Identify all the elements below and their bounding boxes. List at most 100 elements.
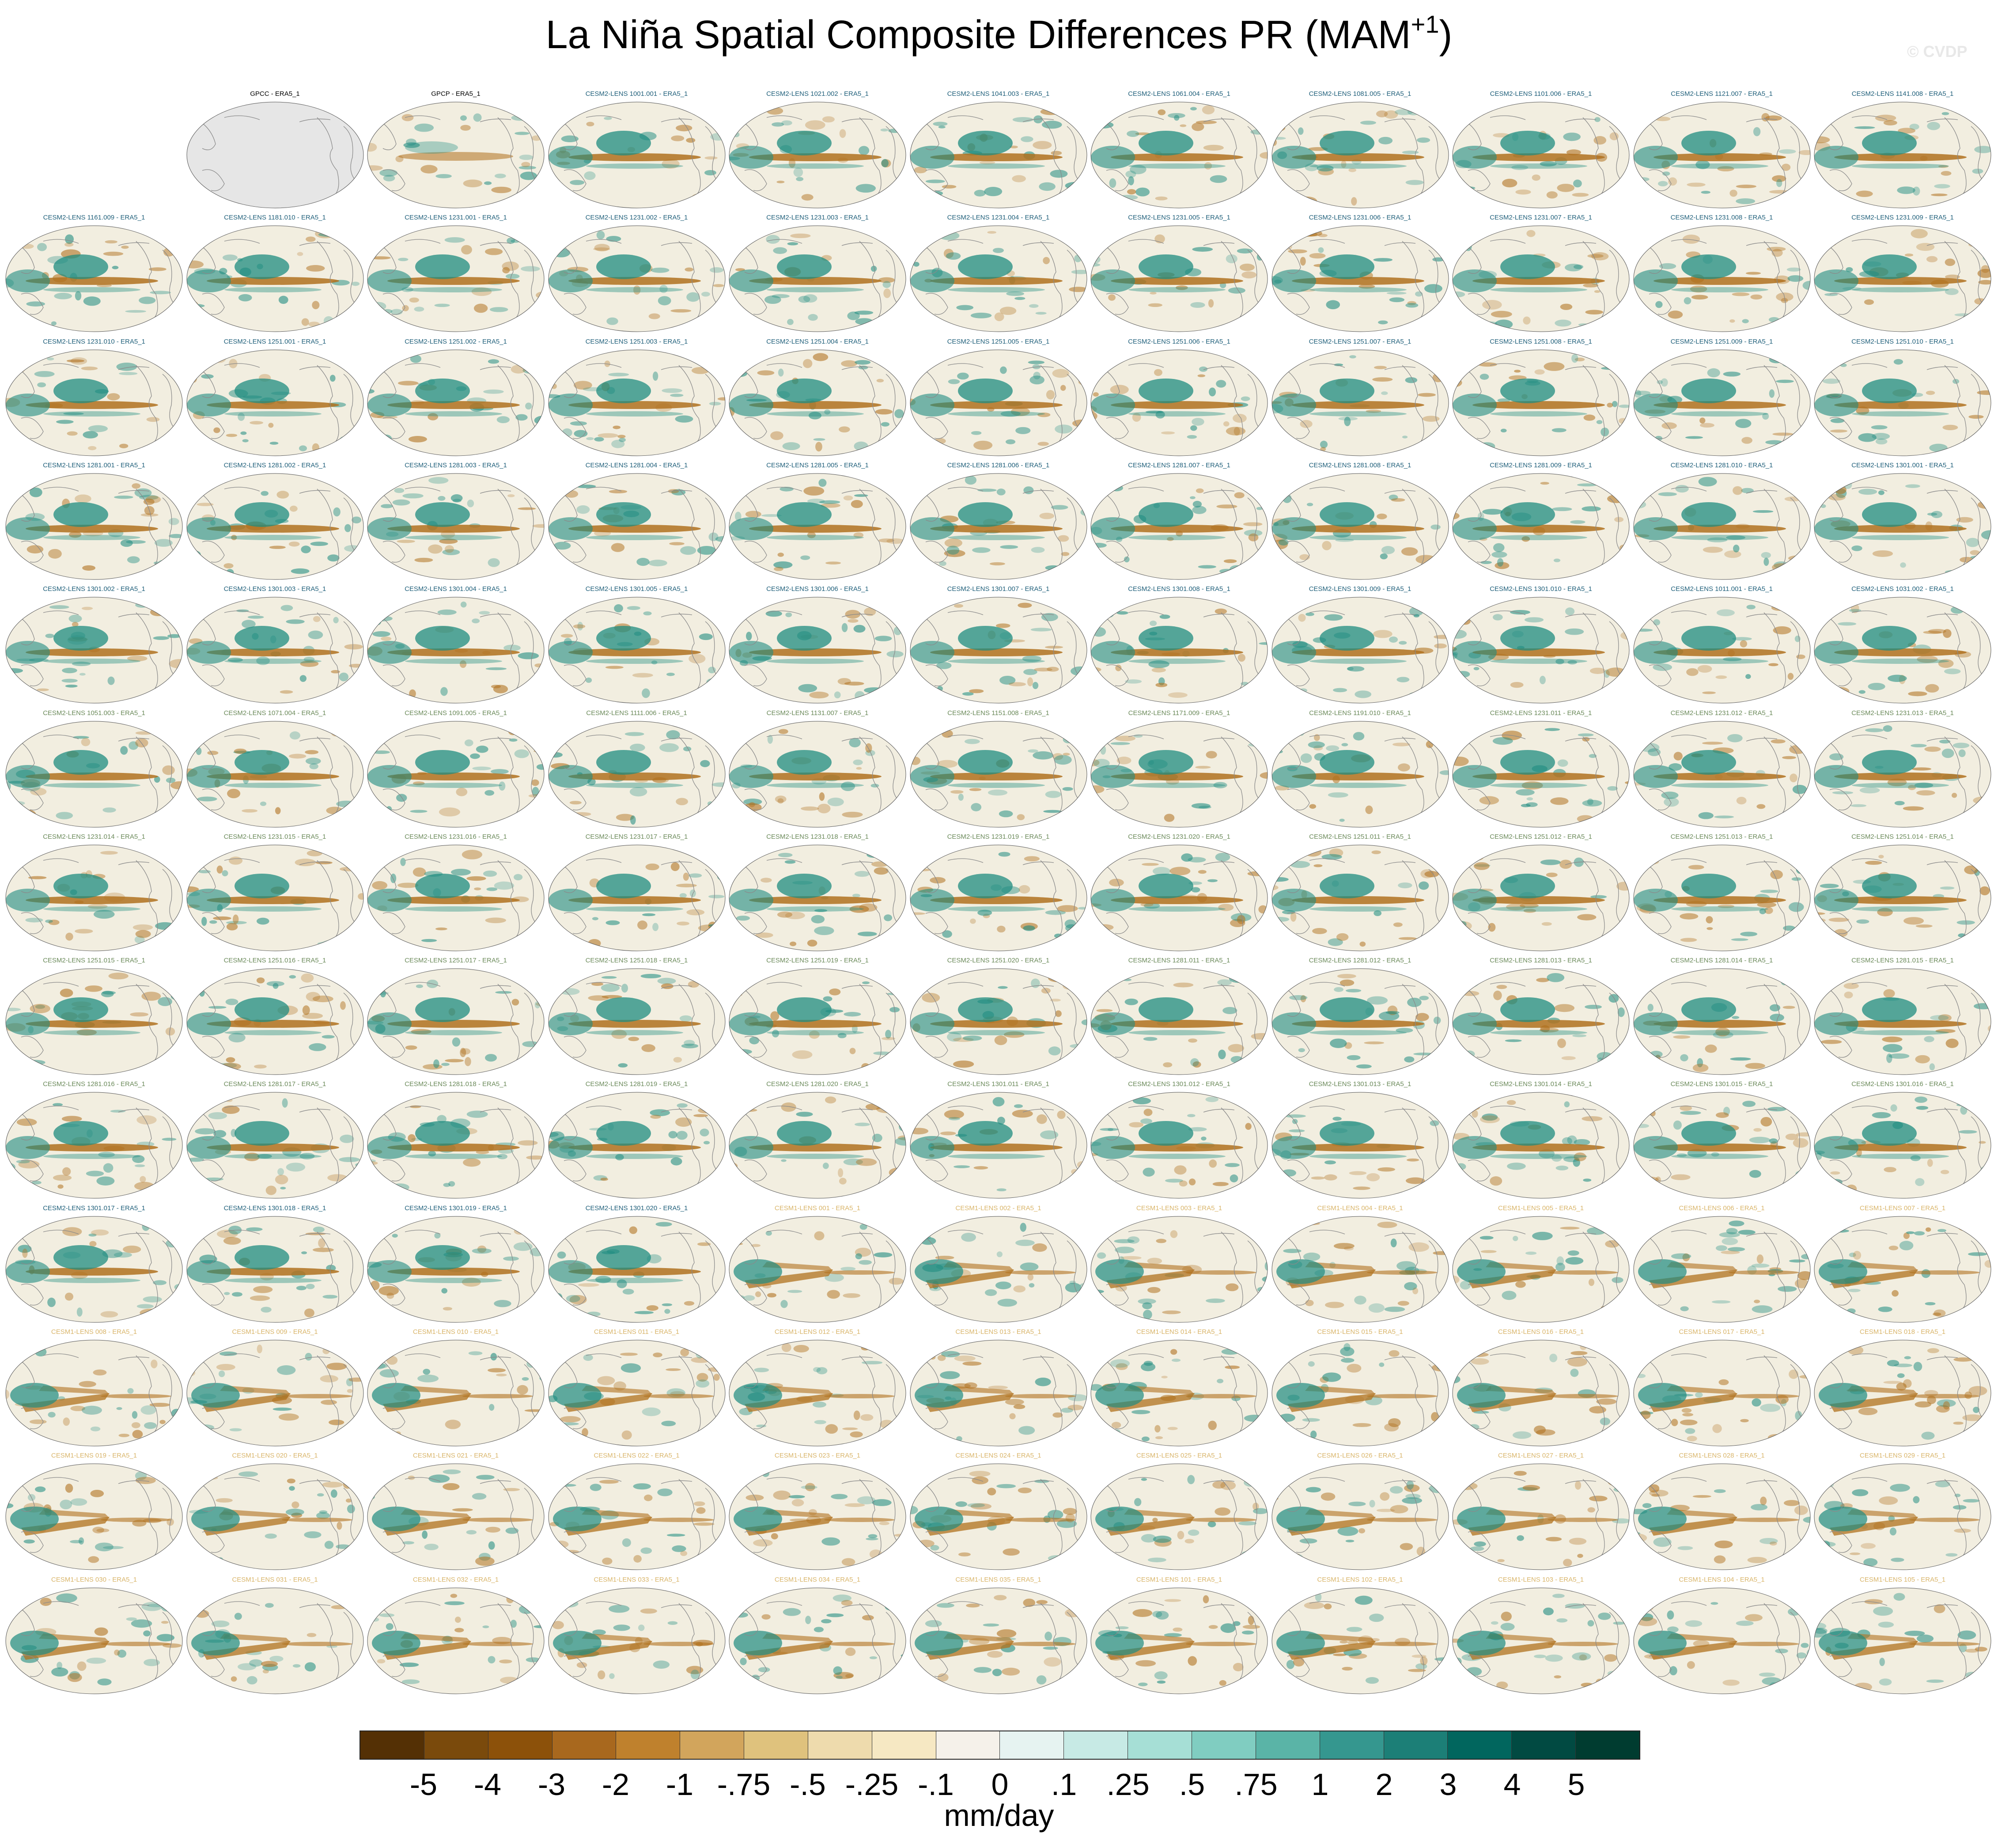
panel-title: CESM2-LENS 1281.001 - ERA5_1: [43, 461, 145, 469]
dry-anomaly: [578, 1283, 599, 1287]
wet-anomaly: [1966, 538, 1979, 547]
dry-anomaly: [755, 1291, 761, 1297]
wet-anomaly: [617, 1063, 628, 1068]
coastline: [1829, 169, 1852, 191]
coastline: [766, 1230, 802, 1235]
dry-anomaly: [713, 982, 725, 986]
coastline: [885, 250, 897, 303]
wet-anomaly: [814, 926, 834, 935]
map-panel: CESM2-LENS 1281.006 - ERA5_1: [908, 460, 1089, 583]
wet-anomaly: [1659, 263, 1676, 269]
coastline: [524, 126, 536, 180]
dry-anomaly: [1523, 909, 1536, 913]
wet-anomaly: [847, 311, 860, 321]
dry-anomaly: [670, 309, 691, 313]
wet-anomaly: [272, 1407, 292, 1411]
dry-anomaly: [886, 538, 905, 544]
dry-anomaly: [1805, 352, 1810, 360]
dry-anomaly: [953, 1060, 974, 1068]
wet-anomaly: [1567, 1250, 1579, 1256]
world-map: [910, 844, 1087, 951]
wet-anomaly: [1854, 126, 1875, 129]
dry-anomaly: [1366, 409, 1381, 413]
wet-anomaly: [154, 776, 160, 783]
atlantic-band: [1186, 1270, 1256, 1275]
map-panel: CESM2-LENS 1151.008 - ERA5_1: [908, 708, 1089, 831]
wet-anomaly: [999, 810, 1013, 817]
south-band-wet: [43, 411, 140, 417]
wet-anomaly: [840, 781, 855, 791]
panel-title: CESM2-LENS 1091.005 - ERA5_1: [405, 709, 507, 717]
dry-anomaly: [288, 754, 306, 758]
dry-anomaly: [929, 1355, 935, 1360]
coastline: [1067, 497, 1078, 551]
wet-anomaly: [1395, 1028, 1413, 1033]
wet-anomaly: [1791, 877, 1801, 881]
wet-anomaly: [72, 662, 91, 666]
coastline: [744, 1284, 767, 1306]
coastline: [118, 242, 150, 246]
map-panel: CESM2-LENS 1181.010 - ERA5_1: [185, 212, 366, 336]
dry-anomaly: [1468, 1352, 1489, 1357]
dry-anomaly: [1256, 612, 1268, 621]
wet-anomaly: [948, 1117, 960, 1121]
coastline: [1671, 115, 1707, 120]
map-outline: [186, 349, 363, 456]
map-panel: CESM1-LENS 003 - ERA5_1: [1089, 1203, 1270, 1326]
maritime-wet: [1453, 393, 1497, 417]
dry-anomaly: [994, 312, 1004, 322]
coastline: [1671, 734, 1707, 739]
dry-anomaly: [1151, 667, 1166, 673]
dry-anomaly: [676, 921, 689, 926]
dry-anomaly: [1432, 1251, 1449, 1255]
wet-anomaly: [1404, 1282, 1417, 1291]
wet-anomaly: [1041, 613, 1058, 621]
wet-anomaly: [1620, 440, 1629, 448]
coastline: [1221, 1355, 1243, 1433]
dry-anomaly: [1856, 406, 1869, 415]
wet-anomaly: [972, 547, 991, 553]
wet-anomaly: [716, 793, 725, 802]
dry-anomaly: [793, 1344, 809, 1353]
dry-anomaly: [1377, 1221, 1397, 1228]
coastline: [1221, 117, 1243, 195]
dry-anomaly: [652, 1352, 662, 1358]
equatorial-dry-band: [1111, 1144, 1243, 1152]
wet-anomaly: [1107, 1128, 1113, 1132]
dry-anomaly: [30, 787, 47, 795]
dry-anomaly: [969, 788, 981, 791]
map-outline: [910, 1340, 1087, 1447]
wet-anomaly: [938, 125, 946, 129]
dry-anomaly: [807, 531, 816, 538]
coastline: [1565, 490, 1597, 494]
coastline: [1582, 365, 1605, 443]
coastline: [1926, 1109, 1958, 1113]
wet-anomaly: [977, 909, 992, 916]
south-band-wet: [767, 659, 864, 664]
coastline: [497, 489, 520, 567]
coastline: [136, 860, 158, 938]
wet-anomaly: [548, 1060, 556, 1068]
wet-anomaly: [1653, 619, 1660, 626]
wet-anomaly: [1332, 1117, 1342, 1121]
world-map: [186, 1340, 363, 1447]
coastline: [1565, 1109, 1597, 1113]
wet-anomaly: [1124, 556, 1130, 563]
world-map: [1633, 844, 1810, 951]
north-pacific-wet: [1681, 254, 1736, 280]
world-map: [729, 473, 906, 580]
dry-anomaly: [526, 1155, 544, 1160]
dry-anomaly: [1077, 1161, 1086, 1169]
wet-anomaly: [1751, 1263, 1769, 1268]
panel-title: CESM2-LENS 1251.005 - ERA5_1: [947, 337, 1050, 345]
wet-anomaly: [272, 983, 278, 989]
dry-anomaly: [1865, 860, 1882, 865]
wet-anomaly: [743, 798, 762, 805]
coastline: [661, 738, 692, 742]
map-outline: [5, 1092, 183, 1199]
world-map: [186, 721, 363, 827]
wet-anomaly: [240, 431, 246, 435]
wet-anomaly: [1129, 164, 1147, 174]
map-outline: [910, 349, 1087, 456]
south-band-wet: [586, 534, 683, 540]
